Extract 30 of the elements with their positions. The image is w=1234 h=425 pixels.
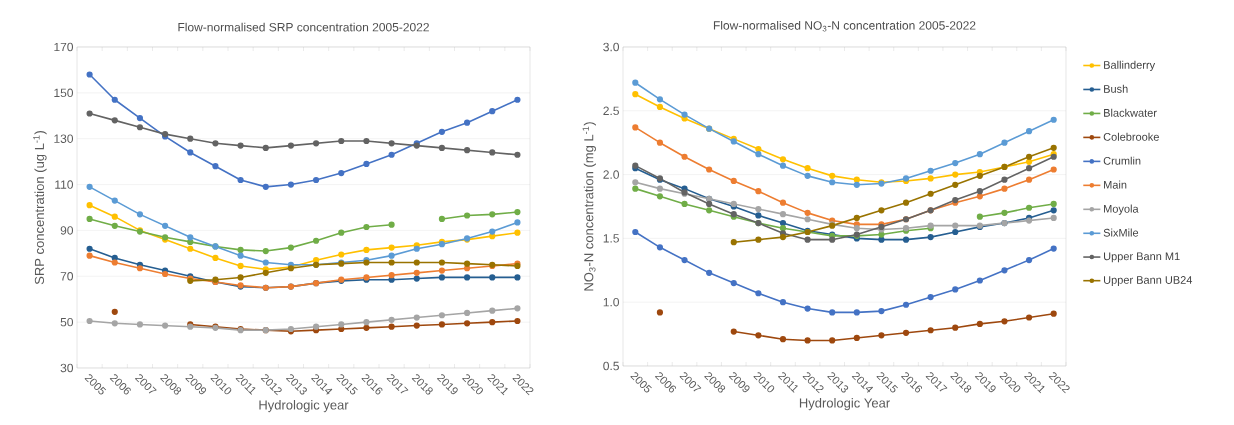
y-tick-label: 90 — [60, 226, 74, 235]
legend-label: Upper Bann UB24 — [1104, 276, 1193, 287]
y-tick-label: 1.0 — [603, 297, 620, 307]
legend-label: Colebrooke — [1103, 132, 1159, 141]
y-tick-label: 2.0 — [603, 170, 620, 179]
legend-label: Moyola — [1104, 204, 1139, 215]
y-tick-label: 130 — [54, 134, 74, 143]
chart-title: Flow-normalised SRP concentration 2005-2022 — [178, 22, 429, 32]
y-axis-title: SRP concentration (ug L$^{-1}$) — [33, 131, 47, 285]
y-tick-label: 0.5 — [603, 361, 619, 371]
y-tick-label: 3.0 — [603, 42, 620, 52]
y-tick-label: 150 — [54, 88, 74, 98]
legend-label: Crumlin — [1103, 156, 1141, 165]
y-tick-label: 30 — [60, 363, 74, 373]
x-axis-title: Hydrologic Year — [799, 398, 890, 411]
x-axis-title: Hydrologic year — [259, 400, 349, 413]
legend-label: Blackwater — [1104, 108, 1157, 117]
y-tick-label: 50 — [60, 317, 74, 327]
y-tick-label: 70 — [60, 272, 74, 281]
legend-label: SixMile — [1103, 228, 1139, 237]
legend-label: Ballinderry — [1104, 60, 1156, 72]
legend-label: Upper Bann M1 — [1104, 252, 1180, 263]
y-tick-label: 1.5 — [603, 234, 619, 243]
y-tick-label: 2.5 — [603, 106, 619, 116]
y-tick-label: 110 — [55, 180, 74, 189]
y-tick-label: 170 — [54, 42, 74, 52]
legend-label: Main — [1104, 180, 1127, 189]
legend-label: Bush — [1104, 84, 1128, 93]
y-axis-title: NO$_{3}$-N concentration (mg L$^{-1}$) — [582, 122, 596, 291]
chart-title: Flow-normalised NO$_{3}$-N concentration 2005-2022 — [713, 20, 976, 32]
